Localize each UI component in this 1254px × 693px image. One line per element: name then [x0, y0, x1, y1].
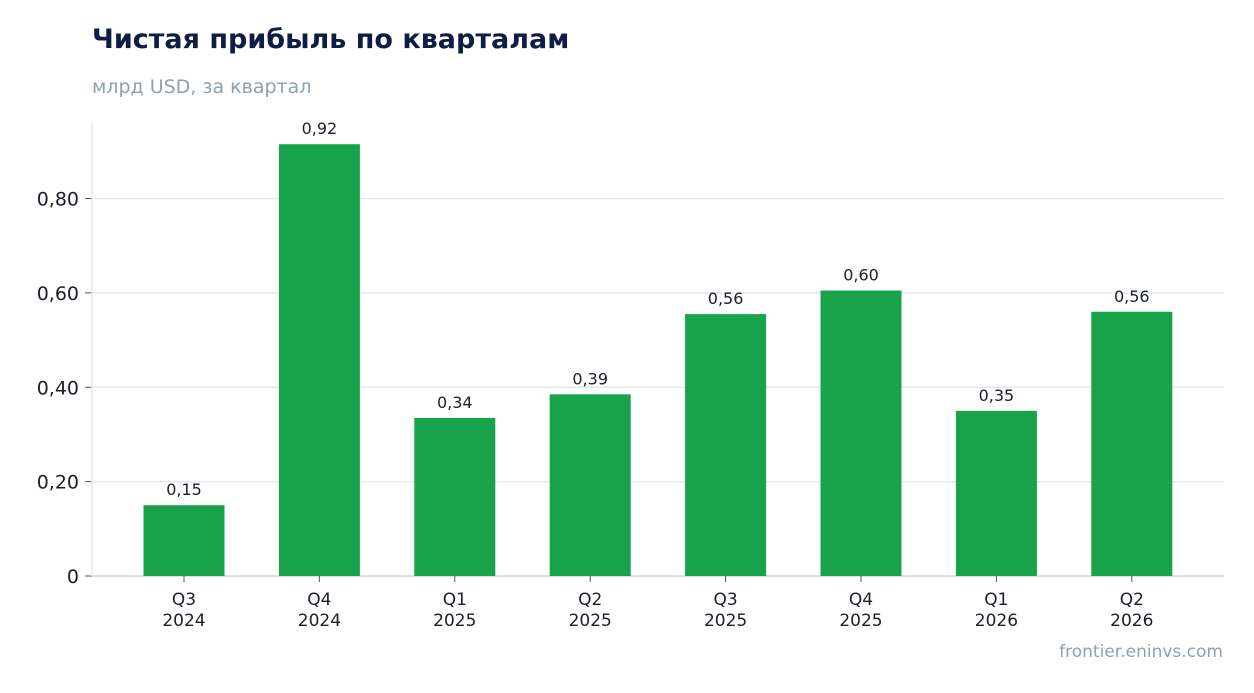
y-tick-label: 0,20: [37, 472, 79, 494]
x-tick-label-year: 2026: [975, 611, 1018, 631]
x-tick-label-year: 2025: [433, 611, 476, 631]
data-label: 0,34: [437, 393, 473, 412]
x-tick-label-quarter: Q3: [172, 590, 196, 610]
bar: [414, 417, 496, 576]
data-label: 0,56: [1114, 287, 1150, 306]
bar: [820, 290, 902, 576]
x-tick-label-quarter: Q3: [713, 590, 737, 610]
y-tick-label: 0,40: [37, 377, 79, 399]
bar: [278, 144, 360, 576]
data-label: 0,60: [843, 266, 879, 285]
bar: [549, 394, 631, 576]
bar: [143, 505, 225, 576]
bar: [1091, 311, 1173, 576]
x-tick-label-year: 2025: [569, 611, 612, 631]
data-label: 0,92: [302, 119, 338, 138]
chart-title: Чистая прибыль по кварталам: [92, 24, 570, 55]
x-tick-label-year: 2024: [162, 611, 205, 631]
bar: [955, 410, 1037, 576]
y-tick-label: 0,60: [37, 283, 79, 305]
x-tick-label-quarter: Q1: [443, 590, 467, 610]
x-tick-label-year: 2024: [298, 611, 341, 631]
data-label: 0,56: [708, 289, 744, 308]
data-label: 0,39: [572, 369, 608, 388]
chart-subtitle: млрд USD, за квартал: [92, 76, 312, 98]
data-label: 0,35: [979, 386, 1015, 405]
x-tick-label-quarter: Q2: [1120, 590, 1144, 610]
source-credit: frontier.eninvs.com: [1059, 642, 1223, 662]
x-tick-label-quarter: Q1: [984, 590, 1008, 610]
x-tick-label-year: 2025: [704, 611, 747, 631]
x-tick-label-quarter: Q4: [849, 590, 873, 610]
x-tick-label-quarter: Q2: [578, 590, 602, 610]
x-tick-label-year: 2026: [1110, 611, 1153, 631]
bar: [685, 314, 767, 576]
y-tick-label: 0: [67, 566, 79, 588]
y-tick-label: 0,80: [37, 189, 79, 211]
x-tick-label-quarter: Q4: [307, 590, 331, 610]
data-label: 0,15: [166, 480, 202, 499]
x-tick-label-year: 2025: [839, 611, 882, 631]
